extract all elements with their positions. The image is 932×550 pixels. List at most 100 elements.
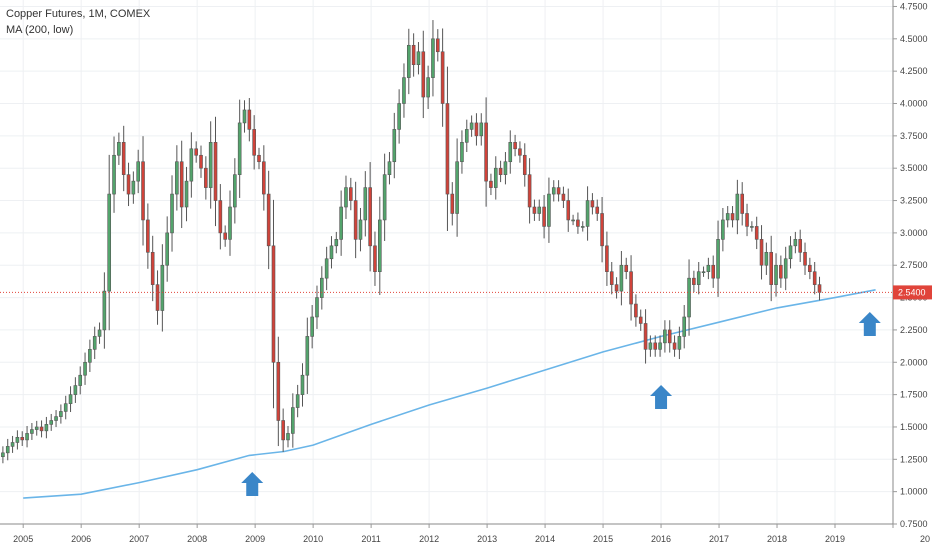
candle-body [653,342,658,350]
candle [160,244,165,332]
candle-body [262,161,266,195]
candle-body [793,239,798,247]
candle [522,143,527,187]
candle [658,335,662,357]
candle [406,28,411,95]
y-tick-label: 0.7500 [900,519,928,529]
candle-body [445,103,450,195]
candle [745,203,749,237]
candle-body [1,452,5,458]
candle-body [706,264,711,273]
candle [474,113,479,146]
candle-body [484,122,488,182]
candle [20,431,25,446]
candle-body [344,187,348,208]
candle-body [10,442,15,447]
candle-body [416,51,421,65]
candle-body [605,245,609,273]
candle [750,221,754,232]
y-tick-label: 4.2500 [900,66,928,76]
candle-body [194,148,198,156]
candle-body [566,200,571,221]
candle-body [131,180,136,195]
candle [199,145,203,178]
candle-body [609,271,614,285]
candle-body [295,394,300,408]
candle [373,231,377,286]
candle-body [817,284,822,293]
candle-body [233,174,237,208]
candle [421,30,426,119]
candle-body [112,154,116,195]
candle [653,335,658,357]
symbol-title[interactable]: Copper Futures, 1M, COMEX [6,8,151,20]
candle [455,138,459,237]
candle-body [508,142,513,163]
y-tick-label: 2.7500 [900,260,928,270]
candle-body [160,264,165,311]
candle-body [83,361,87,376]
candle [547,177,551,243]
candle [624,257,629,280]
x-tick-label: 2016 [651,534,671,544]
candle [194,141,198,163]
candle [305,317,310,394]
x-tick-label: 2006 [71,534,91,544]
candle [518,141,522,163]
candle [464,119,469,153]
candle [49,413,54,431]
candle [117,132,121,165]
candle-body [556,187,561,195]
candle [228,190,232,256]
candle-body [595,206,600,214]
candle [208,121,213,209]
candle [721,207,725,252]
candle [774,253,778,297]
candle-body [179,161,184,208]
candle [735,179,740,235]
candle [378,196,382,295]
candle [450,182,455,226]
candle-body [213,142,218,201]
candle [34,420,39,436]
candle-body [136,161,140,182]
candle-body [788,245,793,260]
candle-body [769,251,773,285]
candle [295,384,300,418]
candle [397,89,401,144]
candle [725,206,730,228]
candle [764,242,769,275]
candle-body [561,193,566,201]
candle-body [614,284,619,292]
candle-body [184,180,189,208]
candle-body [571,219,575,222]
candle [532,199,537,221]
candle [402,63,406,118]
candle [798,229,802,262]
candle [803,242,807,275]
candle-body [286,433,290,441]
candle [498,160,503,183]
candle-body [532,206,537,214]
candle-body [774,264,778,285]
y-tick-label: 1.2500 [900,454,928,464]
indicator-title[interactable]: MA (200, low) [6,24,74,36]
candle [344,175,348,219]
candle-body [672,342,677,350]
x-tick-label: 2017 [709,534,729,544]
candle-body [54,416,58,421]
candle [310,305,314,349]
candle [812,262,817,295]
candle [489,173,493,196]
candle-body [34,426,39,430]
candle-body [498,167,503,175]
candle [503,152,508,185]
last-price-badge [893,285,932,300]
candle-body [204,167,208,188]
candle-body [624,264,629,273]
candle-body [397,103,401,130]
candle-body [329,245,334,260]
candle-body [271,245,276,363]
candle [59,404,63,424]
